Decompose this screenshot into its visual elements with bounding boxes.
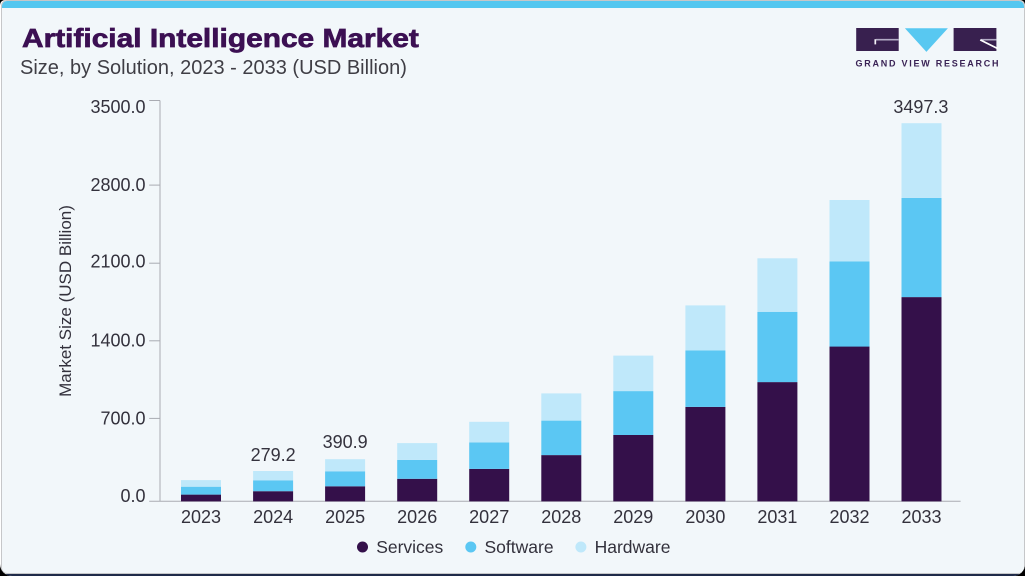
svg-text:Hardware: Hardware	[595, 537, 671, 557]
svg-text:2028: 2028	[541, 507, 581, 527]
svg-text:2023: 2023	[181, 507, 221, 527]
svg-text:2030: 2030	[685, 507, 725, 527]
svg-text:1400.0: 1400.0	[90, 331, 145, 351]
svg-text:390.9: 390.9	[323, 432, 368, 452]
svg-text:2024: 2024	[253, 507, 293, 527]
svg-text:2029: 2029	[613, 507, 653, 527]
svg-text:2800.0: 2800.0	[90, 175, 145, 195]
svg-text:Services: Services	[376, 537, 443, 557]
svg-text:2027: 2027	[469, 507, 509, 527]
svg-text:2033: 2033	[901, 507, 941, 527]
svg-text:279.2: 279.2	[251, 445, 296, 465]
svg-text:Market Size (USD Billion): Market Size (USD Billion)	[56, 205, 75, 397]
svg-text:2100.0: 2100.0	[90, 252, 145, 272]
svg-text:2026: 2026	[397, 507, 437, 527]
svg-text:GRAND VIEW RESEARCH: GRAND VIEW RESEARCH	[856, 59, 1001, 69]
svg-text:Software: Software	[485, 537, 554, 557]
svg-text:3497.3: 3497.3	[893, 97, 948, 117]
svg-text:3500.0: 3500.0	[90, 97, 145, 117]
svg-text:2025: 2025	[325, 507, 365, 527]
svg-text:700.0: 700.0	[100, 408, 145, 428]
svg-text:2031: 2031	[757, 507, 797, 527]
svg-text:0.0: 0.0	[120, 486, 145, 506]
svg-text:2032: 2032	[829, 507, 869, 527]
